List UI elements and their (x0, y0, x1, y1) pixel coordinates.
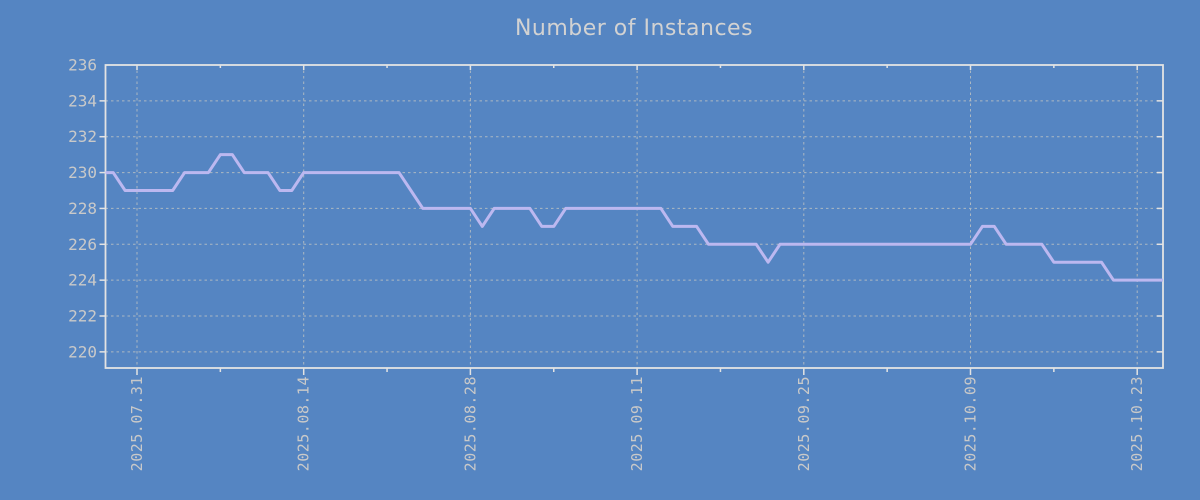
x-tick-label: 2025.10.23 (1128, 376, 1146, 471)
x-axis-labels: 2025.07.31 2025.08.14 2025.08.28 2025.09.11… (128, 376, 1146, 471)
x-tick-label: 2025.09.25 (795, 376, 813, 471)
y-tick-label: 226 (68, 235, 97, 254)
x-tick-label: 2025.08.28 (461, 376, 479, 471)
y-tick-label: 224 (68, 271, 97, 290)
x-tick-label: 2025.09.11 (628, 376, 646, 471)
y-tick-label: 230 (68, 163, 97, 182)
y-tick-label: 236 (68, 56, 97, 75)
gridlines (105, 65, 1163, 368)
y-tick-label: 222 (68, 307, 97, 326)
y-tick-label: 234 (68, 91, 97, 110)
x-tick-label: 2025.10.09 (962, 376, 980, 471)
x-tick-label: 2025.07.31 (128, 376, 146, 471)
tick-marks (99, 65, 1163, 375)
chart-title: Number of Instances (514, 16, 754, 41)
y-tick-label: 220 (68, 342, 97, 361)
y-axis-labels: 236 234 232 230 228 226 224 222 220 (68, 56, 97, 362)
series-line (105, 153, 1163, 282)
plot-border (104, 64, 1164, 369)
x-tick-label: 2025.08.14 (295, 376, 313, 471)
y-tick-label: 232 (68, 127, 97, 146)
y-tick-label: 228 (68, 199, 97, 218)
